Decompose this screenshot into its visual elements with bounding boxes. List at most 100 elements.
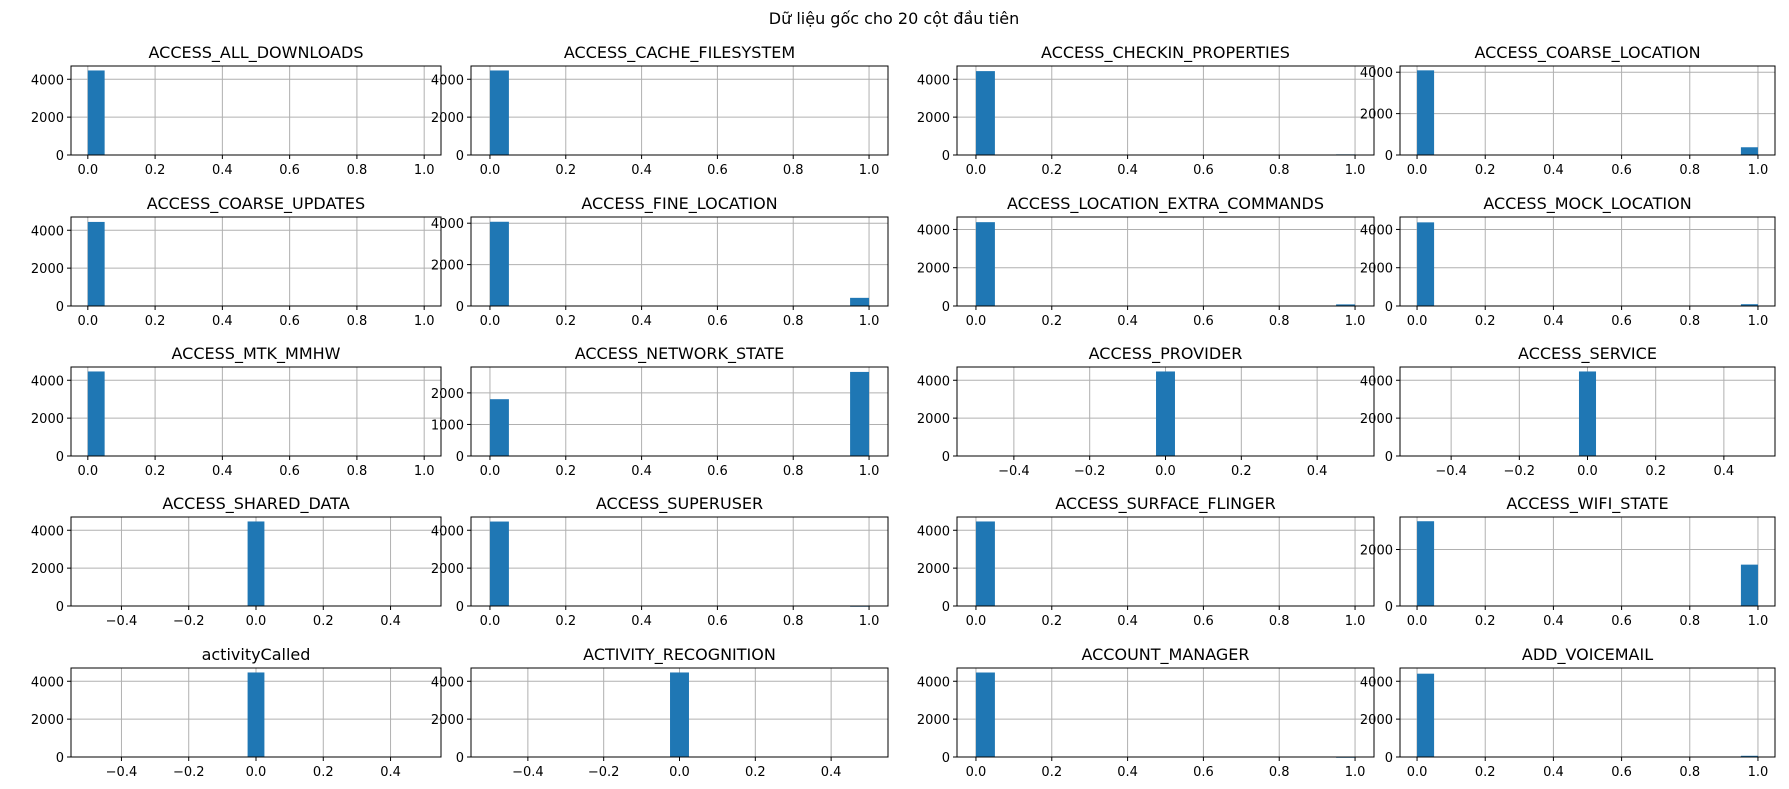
x-tick-label: 0.4	[631, 163, 652, 178]
y-tick-label: 0	[1385, 450, 1393, 465]
x-tick-label: 0.6	[1611, 163, 1632, 178]
y-tick-label: 4000	[917, 73, 950, 88]
x-tick-label: 0.0	[480, 163, 501, 178]
subplot: ACCESS_WIFI_STATE 0.0 0.2 0.4 0.6 0.8 1.0 0 2000	[1360, 494, 1776, 629]
histogram-bar	[1740, 147, 1758, 155]
x-tick-label: 0.4	[380, 614, 401, 629]
histogram-bar	[1417, 222, 1435, 306]
axes-frame	[1399, 65, 1776, 156]
x-tick-label: 0.0	[480, 464, 501, 479]
x-tick-label: 0.6	[707, 464, 728, 479]
y-tick-label: 0	[456, 450, 464, 465]
subplot: ACTIVITY_RECOGNITION −0.4 −0.2 0.0 0.2 0.4 0 20…	[431, 645, 889, 780]
x-tick-label: 0.2	[555, 464, 576, 479]
y-tick-label: 4000	[31, 73, 64, 88]
axes-frame	[70, 216, 442, 307]
y-tick-label: 4000	[31, 675, 64, 690]
x-tick-label: 0.6	[1193, 765, 1214, 780]
y-tick-label: 2000	[1360, 262, 1393, 277]
x-tick-label: 0.6	[279, 314, 300, 329]
subplot: ACCESS_SHARED_DATA −0.4 −0.2 0.0 0.2 0.4 0 2000…	[31, 494, 442, 629]
subplot-title: ACCESS_NETWORK_STATE	[575, 344, 785, 364]
subplot-title: ACCESS_PROVIDER	[1089, 344, 1243, 364]
x-tick-label: 0.4	[631, 314, 652, 329]
subplot-title: ACTIVITY_RECOGNITION	[583, 645, 776, 665]
x-tick-label: 0.2	[555, 314, 576, 329]
y-tick-label: 2000	[31, 262, 64, 277]
y-tick-label: 4000	[431, 675, 464, 690]
y-tick-label: 4000	[917, 374, 950, 389]
x-tick-label: 0.0	[77, 314, 98, 329]
x-tick-label: 0.4	[1543, 314, 1564, 329]
x-tick-label: 0.4	[212, 163, 233, 178]
y-tick-label: 4000	[1360, 66, 1393, 81]
x-tick-label: 0.2	[1645, 464, 1666, 479]
subplot: ACCESS_FINE_LOCATION 0.0 0.2 0.4 0.6 0.8 1.0 0 2…	[431, 194, 889, 329]
y-tick-label: 2000	[431, 259, 464, 274]
y-tick-label: 0	[1385, 600, 1393, 615]
axes-frame	[956, 216, 1375, 307]
x-tick-label: 0.4	[1307, 464, 1328, 479]
axes-frame	[470, 216, 889, 307]
x-tick-label: 1.0	[1345, 314, 1366, 329]
y-tick-label: 0	[56, 600, 64, 615]
x-tick-label: 0.0	[480, 614, 501, 629]
x-tick-label: 0.4	[1543, 163, 1564, 178]
x-tick-label: 1.0	[1748, 163, 1769, 178]
x-tick-label: 0.0	[480, 314, 501, 329]
histogram-bar	[1336, 304, 1356, 306]
x-tick-label: 0.6	[1611, 765, 1632, 780]
y-tick-label: 4000	[31, 524, 64, 539]
x-tick-label: 0.0	[246, 614, 267, 629]
y-tick-label: 2000	[31, 412, 64, 427]
x-tick-label: 0.6	[707, 614, 728, 629]
x-tick-label: 0.4	[212, 464, 233, 479]
histogram-bar	[850, 297, 870, 306]
x-tick-label: 0.2	[1475, 314, 1496, 329]
x-tick-label: 0.2	[145, 314, 166, 329]
x-tick-label: −0.4	[512, 765, 544, 780]
x-tick-label: 0.2	[313, 765, 334, 780]
x-tick-label: 0.8	[1269, 765, 1290, 780]
histogram-bar	[489, 399, 509, 456]
x-tick-label: 0.0	[966, 163, 987, 178]
x-tick-label: 0.6	[1611, 314, 1632, 329]
x-tick-label: 0.2	[555, 614, 576, 629]
x-tick-label: 0.6	[707, 314, 728, 329]
x-tick-label: 0.4	[1543, 765, 1564, 780]
axes-frame	[1399, 516, 1776, 607]
x-tick-label: 1.0	[414, 163, 435, 178]
y-tick-label: 2000	[1360, 713, 1393, 728]
y-tick-label: 2000	[31, 713, 64, 728]
x-tick-label: 0.0	[1155, 464, 1176, 479]
x-tick-label: −0.4	[1435, 464, 1467, 479]
y-tick-label: 4000	[917, 223, 950, 238]
y-tick-label: 0	[56, 300, 64, 315]
y-tick-label: 0	[456, 600, 464, 615]
y-tick-label: 4000	[31, 374, 64, 389]
subplot-title: ACCESS_CHECKIN_PROPERTIES	[1041, 43, 1290, 63]
subplot: ACCOUNT_MANAGER 0.0 0.2 0.4 0.6 0.8 1.0 0 2000 40…	[917, 645, 1375, 780]
histogram-bar	[1417, 673, 1435, 757]
x-tick-label: 1.0	[1748, 314, 1769, 329]
y-tick-label: 2000	[917, 713, 950, 728]
x-tick-label: 0.0	[1407, 163, 1428, 178]
x-tick-label: 0.4	[821, 765, 842, 780]
y-tick-label: 4000	[917, 675, 950, 690]
x-tick-label: 0.8	[783, 614, 804, 629]
subplot-title: ACCESS_CACHE_FILESYSTEM	[564, 43, 795, 63]
x-tick-label: −0.2	[173, 765, 205, 780]
x-tick-label: 1.0	[414, 314, 435, 329]
x-tick-label: 0.2	[313, 614, 334, 629]
x-tick-label: 0.0	[77, 163, 98, 178]
histogram-bar	[1578, 371, 1597, 456]
x-tick-label: 1.0	[1345, 614, 1366, 629]
y-tick-label: 4000	[917, 524, 950, 539]
subplot-title: ACCESS_COARSE_UPDATES	[147, 194, 365, 214]
x-tick-label: 0.8	[1269, 163, 1290, 178]
x-tick-label: −0.2	[1504, 464, 1536, 479]
x-tick-label: 0.4	[1117, 314, 1138, 329]
y-tick-label: 0	[942, 600, 950, 615]
axes-frame	[470, 667, 889, 758]
y-tick-label: 2000	[917, 562, 950, 577]
